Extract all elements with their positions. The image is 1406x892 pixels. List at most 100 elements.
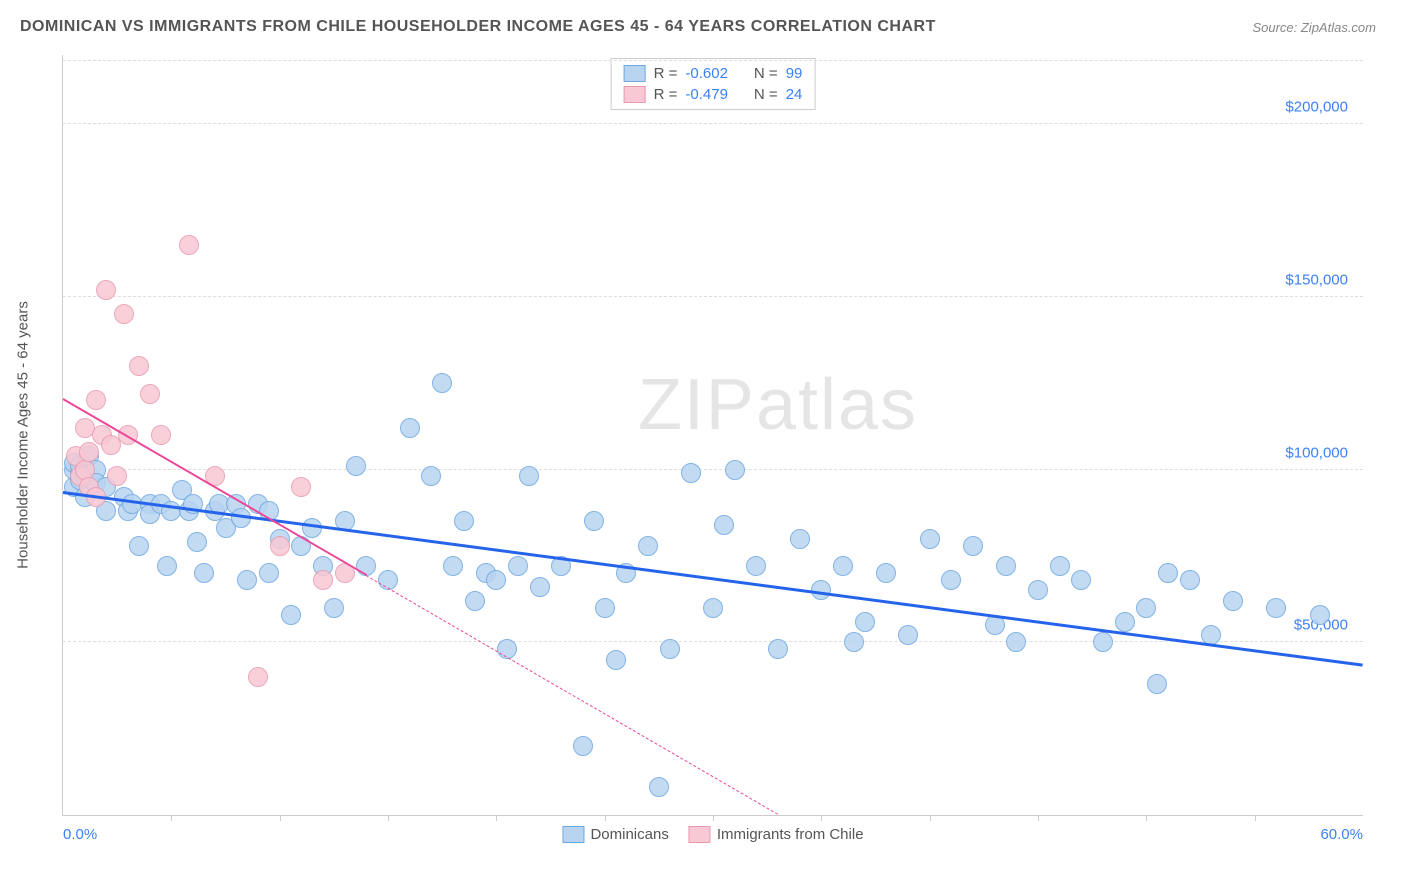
chart-title: DOMINICAN VS IMMIGRANTS FROM CHILE HOUSE… — [20, 18, 936, 36]
x-tick — [1255, 815, 1256, 821]
data-point — [1147, 674, 1167, 694]
data-point — [86, 390, 106, 410]
data-point — [1115, 612, 1135, 632]
data-point — [638, 536, 658, 556]
x-tick — [388, 815, 389, 821]
data-point — [746, 556, 766, 576]
x-tick — [713, 815, 714, 821]
data-point — [129, 356, 149, 376]
data-point — [584, 511, 604, 531]
data-point — [454, 511, 474, 531]
data-point — [898, 625, 918, 645]
data-point — [1136, 598, 1156, 618]
data-point — [291, 477, 311, 497]
x-tick — [171, 815, 172, 821]
y-tick-label: $150,000 — [1285, 271, 1348, 288]
data-point — [1223, 591, 1243, 611]
data-point — [302, 518, 322, 538]
gridline — [63, 296, 1363, 297]
y-axis-title: Householder Income Ages 45 - 64 years — [15, 301, 32, 569]
data-point — [996, 556, 1016, 576]
data-point — [248, 667, 268, 687]
data-point — [1093, 632, 1113, 652]
data-point — [151, 425, 171, 445]
data-point — [530, 577, 550, 597]
x-tick — [280, 815, 281, 821]
data-point — [714, 515, 734, 535]
data-point — [606, 650, 626, 670]
data-point — [963, 536, 983, 556]
data-point — [876, 563, 896, 583]
data-point — [681, 463, 701, 483]
data-point — [96, 280, 116, 300]
data-point — [1071, 570, 1091, 590]
legend-stat-row: R =-0.602N =99 — [624, 63, 803, 84]
data-point — [346, 456, 366, 476]
legend-swatch — [624, 86, 646, 103]
data-point — [313, 570, 333, 590]
data-point — [508, 556, 528, 576]
data-point — [237, 570, 257, 590]
data-point — [187, 532, 207, 552]
data-point — [281, 605, 301, 625]
legend-swatch — [624, 65, 646, 82]
legend-swatch — [562, 826, 584, 843]
data-point — [660, 639, 680, 659]
data-point — [1028, 580, 1048, 600]
data-point — [1310, 605, 1330, 625]
legend-swatch — [689, 826, 711, 843]
plot-area: ZIPatlas Householder Income Ages 45 - 64… — [62, 55, 1363, 816]
data-point — [768, 639, 788, 659]
x-axis-min-label: 0.0% — [63, 826, 97, 843]
chart-container: DOMINICAN VS IMMIGRANTS FROM CHILE HOUSE… — [0, 0, 1406, 892]
data-point — [920, 529, 940, 549]
data-point — [1158, 563, 1178, 583]
data-point — [725, 460, 745, 480]
x-tick — [605, 815, 606, 821]
gridline — [63, 60, 1363, 61]
data-point — [833, 556, 853, 576]
data-point — [1006, 632, 1026, 652]
data-point — [421, 466, 441, 486]
data-point — [79, 442, 99, 462]
data-point — [443, 556, 463, 576]
legend-item: Immigrants from Chile — [689, 826, 864, 843]
data-point — [595, 598, 615, 618]
data-point — [129, 536, 149, 556]
x-tick — [1146, 815, 1147, 821]
data-point — [259, 563, 279, 583]
legend-stats: R =-0.602N =99R =-0.479N =24 — [611, 58, 816, 110]
data-point — [194, 563, 214, 583]
data-point — [573, 736, 593, 756]
data-point — [790, 529, 810, 549]
gridline — [63, 469, 1363, 470]
data-point — [703, 598, 723, 618]
gridline — [63, 641, 1363, 642]
x-tick — [930, 815, 931, 821]
data-point — [107, 466, 127, 486]
gridline — [63, 123, 1363, 124]
data-point — [270, 536, 290, 556]
legend-item: Dominicans — [562, 826, 668, 843]
data-point — [1180, 570, 1200, 590]
x-axis-max-label: 60.0% — [1320, 826, 1363, 843]
data-point — [1050, 556, 1070, 576]
data-point — [941, 570, 961, 590]
data-point — [649, 777, 669, 797]
data-point — [1266, 598, 1286, 618]
data-point — [486, 570, 506, 590]
data-point — [855, 612, 875, 632]
legend-series: Dominicans Immigrants from Chile — [562, 826, 863, 843]
source-attribution: Source: ZipAtlas.com — [1252, 20, 1376, 35]
legend-stat-row: R =-0.479N =24 — [624, 84, 803, 105]
data-point — [844, 632, 864, 652]
data-point — [432, 373, 452, 393]
x-tick — [821, 815, 822, 821]
data-point — [519, 466, 539, 486]
data-point — [400, 418, 420, 438]
y-tick-label: $200,000 — [1285, 99, 1348, 116]
data-point — [465, 591, 485, 611]
data-point — [157, 556, 177, 576]
x-tick — [496, 815, 497, 821]
y-tick-label: $100,000 — [1285, 444, 1348, 461]
